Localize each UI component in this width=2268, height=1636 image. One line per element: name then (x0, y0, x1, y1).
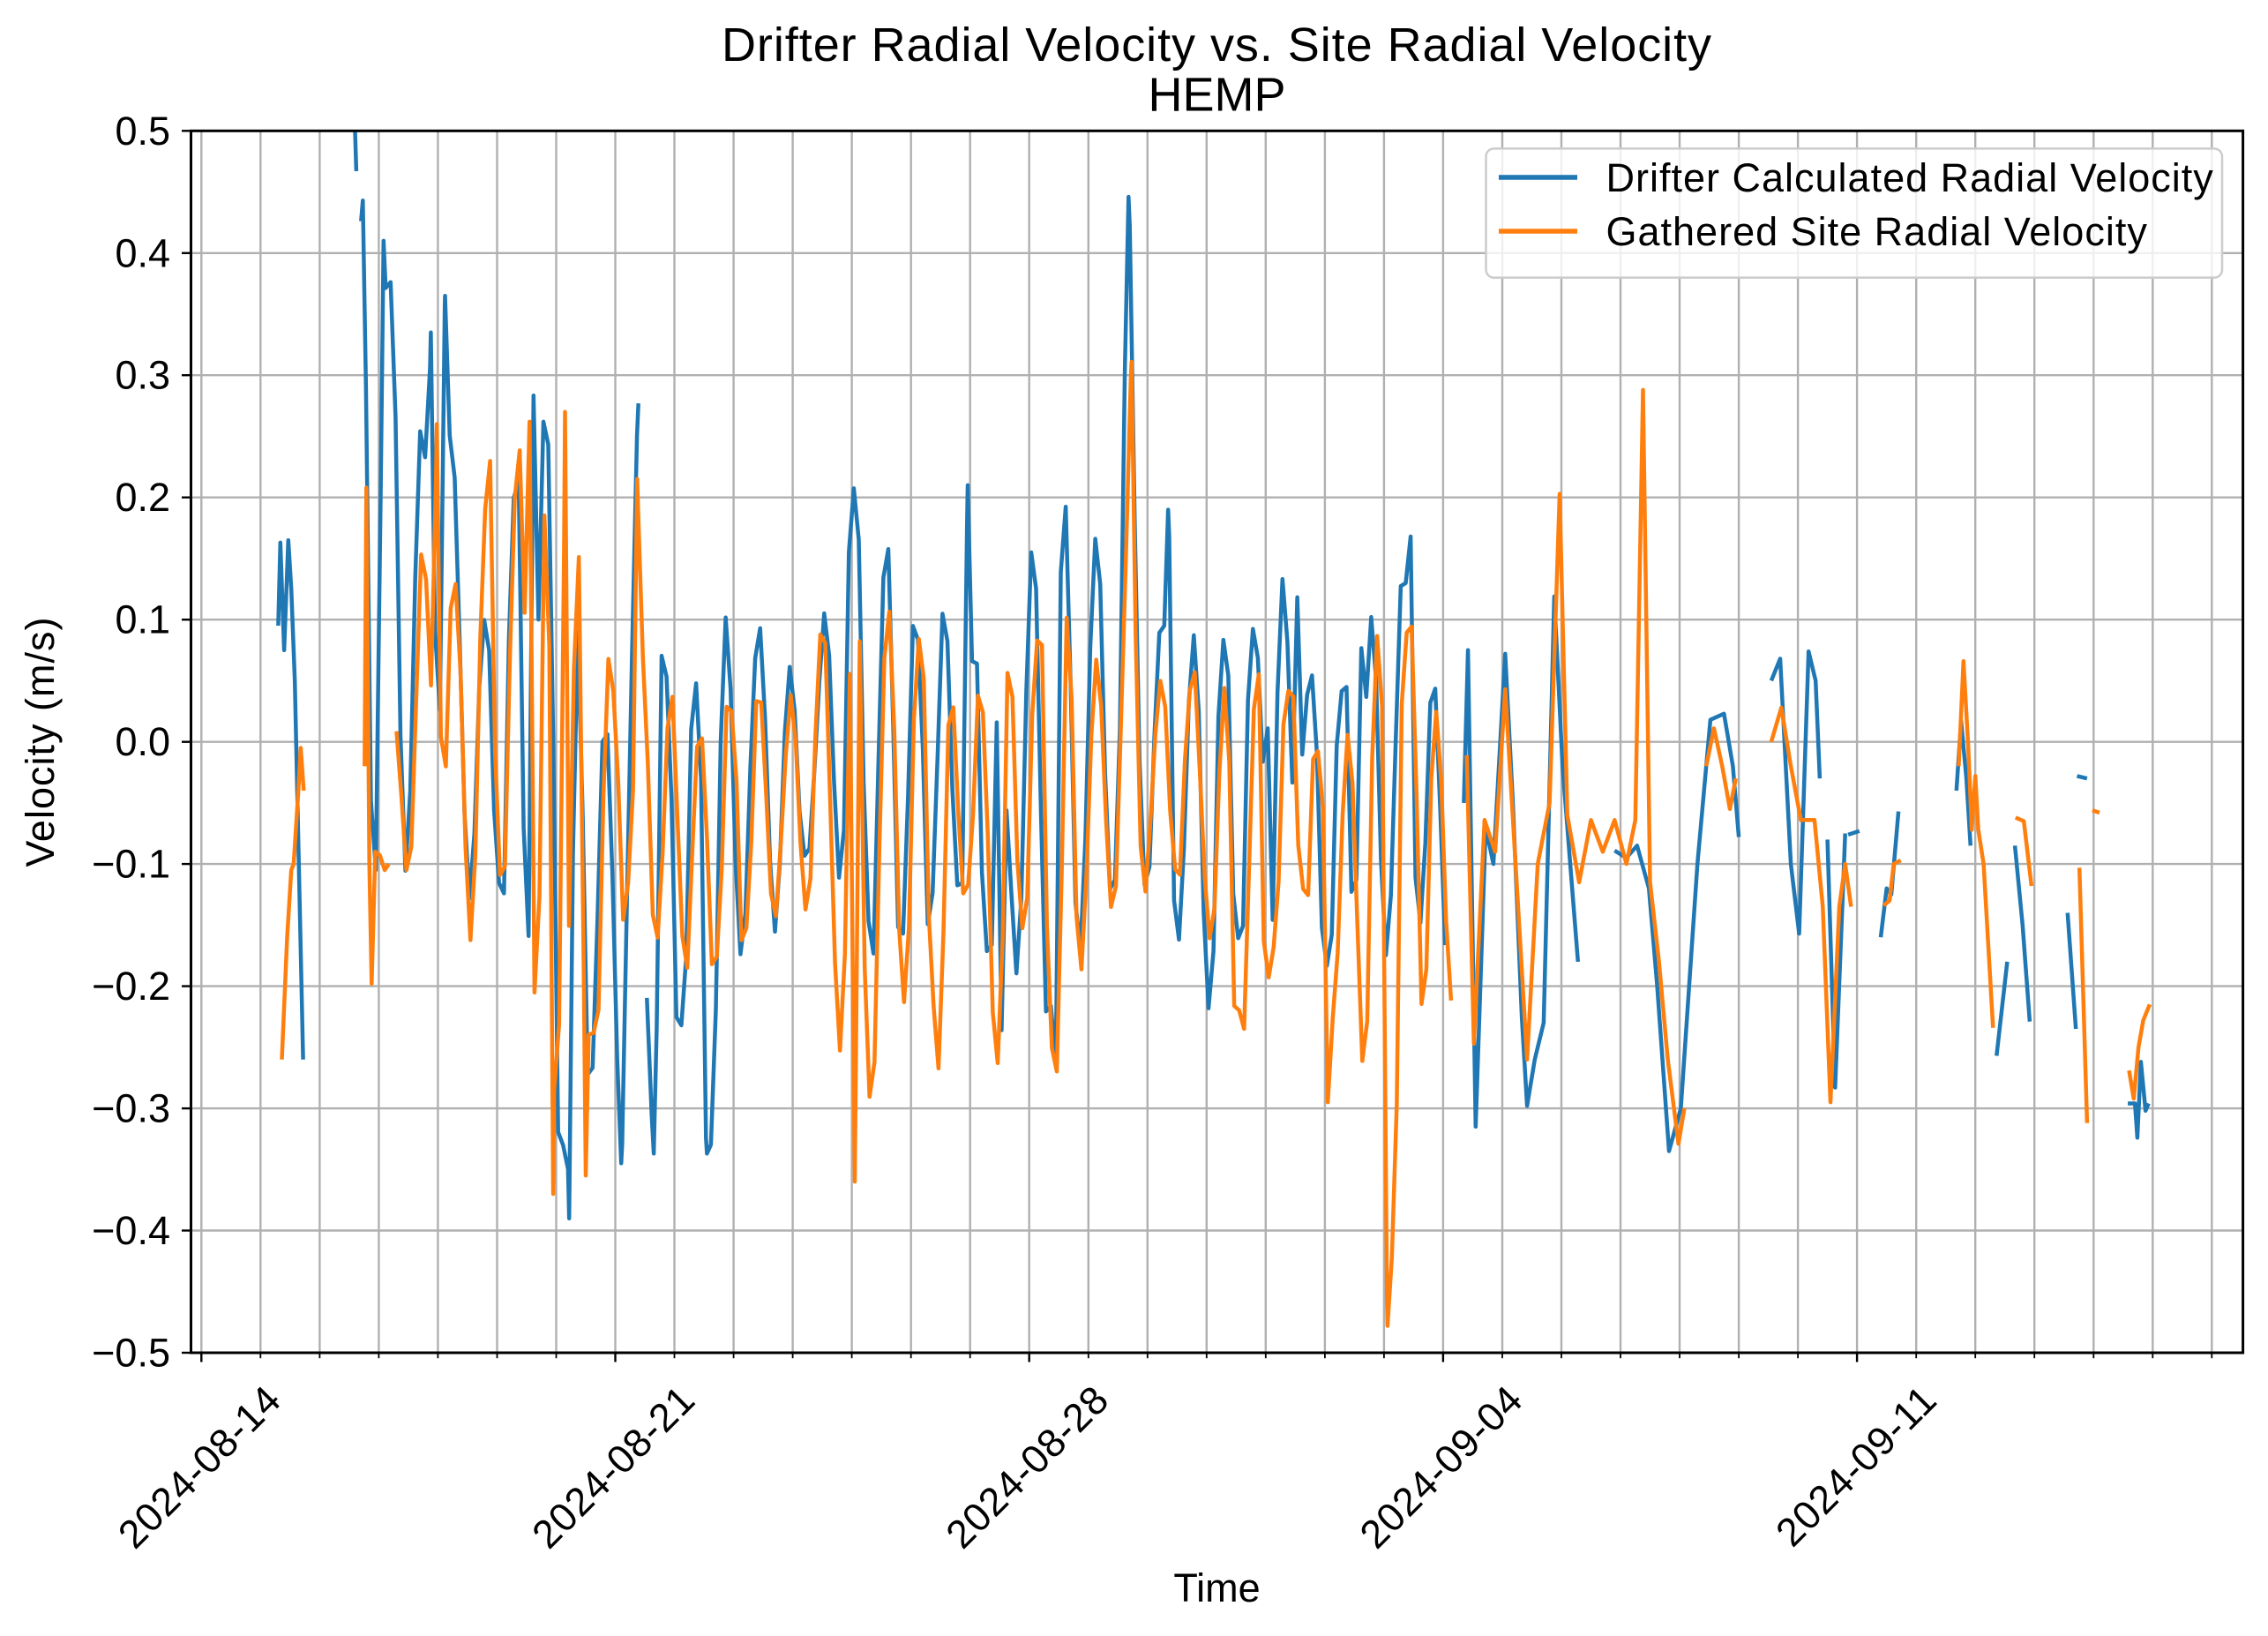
svg-text:−0.5: −0.5 (92, 1331, 170, 1376)
svg-text:Drifter Radial Velocity vs. Si: Drifter Radial Velocity vs. Site Radial … (722, 19, 1712, 71)
svg-text:Velocity (m/s): Velocity (m/s) (18, 617, 63, 867)
svg-text:Time: Time (1173, 1565, 1260, 1610)
svg-text:HEMP: HEMP (1148, 69, 1285, 122)
svg-text:0.2: 0.2 (115, 475, 170, 520)
svg-text:0.4: 0.4 (115, 230, 170, 275)
svg-text:0.1: 0.1 (115, 597, 170, 642)
svg-text:Gathered Site Radial Velocity: Gathered Site Radial Velocity (1606, 209, 2148, 254)
svg-text:Drifter Calculated Radial Velo: Drifter Calculated Radial Velocity (1606, 155, 2214, 200)
svg-text:0.0: 0.0 (115, 719, 170, 764)
svg-text:−0.4: −0.4 (92, 1208, 170, 1253)
svg-text:0.5: 0.5 (115, 109, 170, 154)
svg-text:−0.1: −0.1 (92, 842, 170, 887)
svg-text:−0.3: −0.3 (92, 1086, 170, 1131)
svg-text:−0.2: −0.2 (92, 964, 170, 1009)
svg-text:0.3: 0.3 (115, 353, 170, 398)
